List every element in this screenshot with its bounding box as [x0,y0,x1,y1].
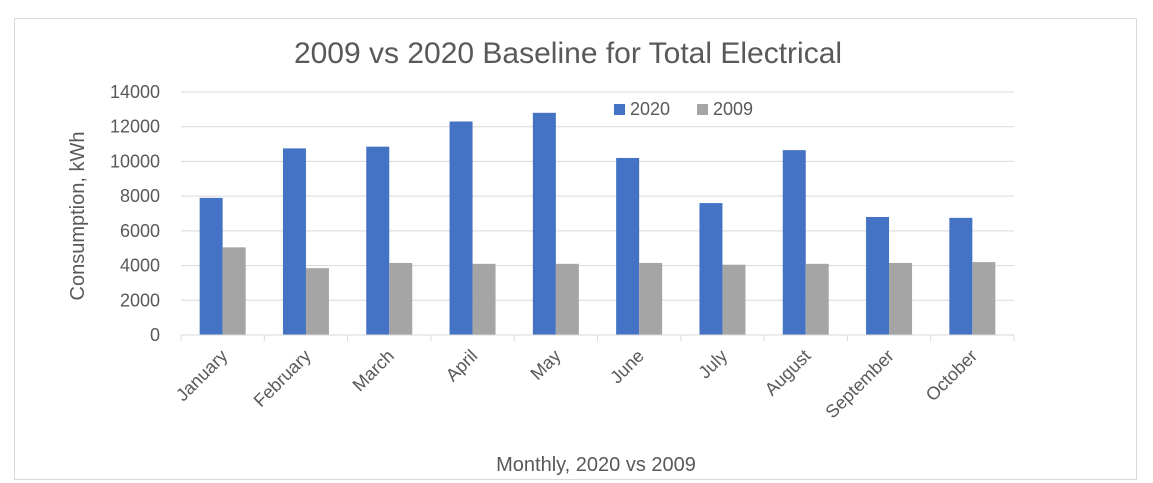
bar-2009-july [722,264,746,335]
y-axis-title: Consumption, kWh [67,132,89,301]
legend-label-2020: 2020 [630,99,670,119]
x-tick-label-march: March [349,346,399,396]
chart-title: 2009 vs 2020 Baseline for Total Electric… [294,37,842,70]
bar-2009-june [639,262,663,335]
x-tick-label-may: May [526,346,564,384]
bar-2009-april [472,263,496,335]
bar-2009-october [972,262,996,335]
x-axis-ticks: January February March April May June July Augu… [172,334,1015,422]
y-tick-label-7: 14000 [110,82,160,102]
bar-2020-may [532,112,556,335]
y-tick-label-4: 8000 [120,186,160,206]
x-tick-label-september: September [821,346,897,422]
x-tick-label-august: August [761,346,815,400]
y-tick-label-3: 6000 [120,221,160,241]
y-tick-label-1: 2000 [120,290,160,310]
legend-swatch-2009 [697,104,708,115]
x-tick-label-april: April [442,346,482,386]
y-tick-label-0: 0 [150,325,160,345]
x-tick-label-october: October [922,346,981,405]
x-axis-title: Monthly, 2020 vs 2009 [496,454,696,476]
bar-2020-february [282,148,306,335]
x-tick-label-june: June [606,346,648,388]
bars [199,112,996,335]
bar-2009-september [889,262,913,335]
bar-2009-march [389,262,413,335]
y-tick-label-2: 4000 [120,256,160,276]
bar-2009-january [222,247,246,335]
legend-swatch-2020 [614,104,625,115]
y-tick-label-5: 10000 [110,151,160,171]
bar-2020-january [199,197,223,335]
bar-2009-may [555,263,579,335]
bar-2009-august [805,263,829,335]
y-tick-label-6: 12000 [110,117,160,137]
legend: 2020 2009 [614,99,753,119]
bar-2020-september [866,216,890,335]
x-tick-label-january: January [172,346,231,405]
y-axis-ticks: 0 2000 4000 6000 8000 10000 12000 14000 [110,82,160,345]
bar-2009-february [305,268,329,335]
bar-2020-august [782,150,806,335]
bar-2020-june [616,157,640,335]
bar-2020-july [699,203,723,335]
legend-label-2009: 2009 [713,99,753,119]
x-tick-label-february: February [250,346,315,411]
x-tick-label-july: July [694,346,731,383]
bar-2020-april [449,121,473,335]
bar-2020-october [949,217,973,335]
bar-2020-march [366,146,390,335]
